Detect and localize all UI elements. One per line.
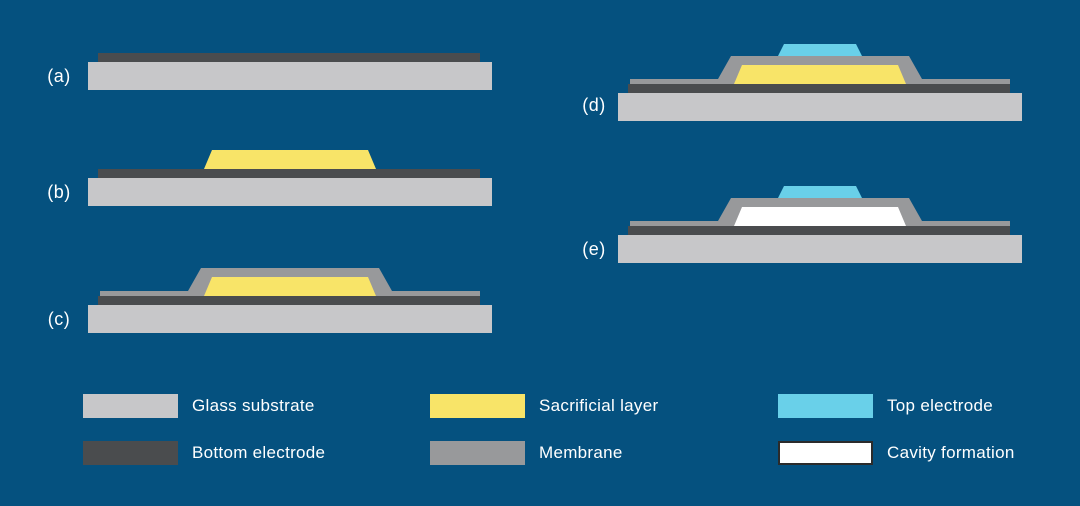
bottom-electrode-layer bbox=[98, 296, 480, 305]
glass-substrate-layer bbox=[88, 178, 492, 206]
step-label-b: (b) bbox=[47, 181, 71, 202]
bottom-electrode-layer bbox=[628, 226, 1010, 235]
legend-swatch-membrane bbox=[430, 441, 525, 465]
glass-substrate-layer bbox=[618, 235, 1022, 263]
process-step-b bbox=[88, 114, 492, 206]
legend-item-sacrificial-layer: Sacrificial layer bbox=[430, 394, 658, 418]
step-label-e: (e) bbox=[582, 238, 606, 259]
legend-item-membrane: Membrane bbox=[430, 441, 623, 465]
top-electrode-layer bbox=[778, 44, 862, 56]
legend-swatch-bottom-electrode bbox=[83, 441, 178, 465]
legend-label-cavity-formation: Cavity formation bbox=[887, 443, 1015, 462]
process-step-a bbox=[88, 0, 492, 90]
cross-section-step-d bbox=[618, 44, 1022, 121]
legend-swatch-sacrificial-layer bbox=[430, 394, 525, 418]
cross-section-step-c bbox=[88, 268, 492, 333]
glass-substrate-layer bbox=[88, 62, 492, 90]
top-electrode-layer bbox=[778, 186, 862, 198]
legend-label-membrane: Membrane bbox=[539, 443, 623, 462]
bottom-electrode-layer bbox=[98, 53, 480, 62]
legend-item-bottom-electrode: Bottom electrode bbox=[83, 441, 325, 465]
glass-substrate-layer bbox=[618, 93, 1022, 121]
legend-item-cavity-formation: Cavity formation bbox=[778, 441, 1015, 465]
cross-section-step-b bbox=[88, 150, 492, 206]
legend-label-top-electrode: Top electrode bbox=[887, 396, 993, 415]
legend-swatch-top-electrode bbox=[778, 394, 873, 418]
step-label-a: (a) bbox=[47, 65, 71, 86]
legend-label-sacrificial-layer: Sacrificial layer bbox=[539, 396, 659, 415]
cross-section-step-e bbox=[618, 186, 1022, 263]
bottom-electrode-layer bbox=[628, 84, 1010, 93]
sacrificial-layer bbox=[204, 150, 376, 169]
cross-section-step-a bbox=[88, 53, 492, 90]
legend-label-glass-substrate: Glass substrate bbox=[192, 396, 315, 415]
bottom-electrode-layer bbox=[98, 169, 480, 178]
glass-substrate-layer bbox=[88, 305, 492, 333]
process-step-d bbox=[618, 29, 1022, 121]
cavity-layer bbox=[734, 207, 906, 226]
legend-label-bottom-electrode: Bottom electrode bbox=[192, 443, 326, 462]
sacrificial-layer bbox=[204, 277, 376, 296]
legend-item-top-electrode: Top electrode bbox=[778, 394, 993, 418]
legend-item-glass-substrate: Glass substrate bbox=[83, 394, 315, 418]
legend-swatch-glass-substrate bbox=[83, 394, 178, 418]
sacrificial-layer bbox=[734, 65, 906, 84]
process-step-c bbox=[88, 241, 492, 333]
legend-swatch-cavity-formation bbox=[778, 441, 873, 465]
step-label-d: (d) bbox=[582, 94, 606, 115]
step-label-c: (c) bbox=[47, 308, 71, 329]
process-step-e bbox=[618, 171, 1022, 263]
